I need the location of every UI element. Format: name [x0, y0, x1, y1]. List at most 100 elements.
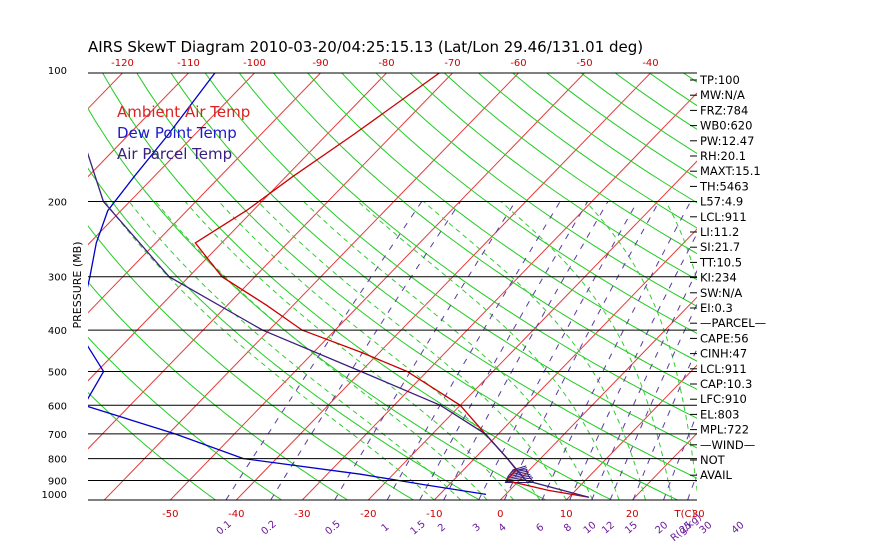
top-temp-tick: -40	[642, 58, 658, 69]
mixing-ratio-tick: 1.5	[409, 519, 428, 538]
bottom-temp-tick: -20	[360, 509, 376, 520]
dry-adiabat	[88, 167, 480, 500]
mixing-ratio-tick: 1	[380, 522, 392, 535]
index-item: FRZ:784	[700, 103, 748, 117]
chart-title: AIRS SkewT Diagram 2010-03-20/04:25:15.1…	[88, 38, 643, 56]
isotherm-line	[499, 296, 697, 500]
dry-adiabat	[307, 73, 697, 362]
bottom-temp-tick: 20	[626, 509, 639, 520]
mixing-ratio-tick: 0.1	[215, 519, 234, 538]
mixing-ratio-tick: 0.2	[259, 519, 278, 538]
pressure-tick-200: 200	[48, 198, 67, 209]
index-item: KI:234	[700, 271, 737, 285]
isotherm-line	[367, 160, 697, 500]
bottom-temp-tick: -40	[228, 509, 244, 520]
bottom-temp-tick: -10	[426, 509, 442, 520]
isotherm-line	[433, 228, 697, 500]
mixing-ratio-tick: 12	[600, 520, 617, 537]
top-temp-tick: -120	[111, 58, 134, 69]
index-item: EI:0.3	[700, 301, 733, 315]
top-temp-tick: -80	[378, 58, 394, 69]
mixing-ratio-line	[334, 201, 516, 500]
pressure-tick-400: 400	[48, 326, 67, 337]
legend: Ambient Air Temp Dew Point Temp Air Parc…	[117, 103, 250, 163]
mixing-ratio-line	[632, 347, 697, 500]
moist-adiabat	[218, 201, 541, 500]
pressure-tick-700: 700	[48, 430, 67, 441]
mixing-ratio-line	[609, 303, 697, 500]
dry-adiabat	[238, 73, 697, 419]
y-axis-label: PRESSURE (MB)	[71, 242, 84, 329]
index-item: L57:4.9	[700, 195, 743, 209]
isotherm-line	[235, 73, 651, 500]
mixing-ratio-line	[386, 201, 561, 500]
pressure-tick-600: 600	[48, 401, 67, 412]
isotherm-line	[88, 73, 321, 314]
dry-adiabat	[375, 73, 697, 307]
moist-adiabat	[104, 201, 435, 500]
moist-adiabat	[357, 201, 620, 500]
dry-adiabat	[102, 73, 612, 500]
bottom-temp-tick: -30	[294, 509, 310, 520]
index-item: CAP:10.3	[700, 377, 752, 391]
dry-adiabat	[170, 73, 697, 479]
dry-adiabat	[88, 107, 546, 500]
legend-entry-parcel: Air Parcel Temp	[117, 145, 232, 163]
index-item: TP:100	[699, 73, 740, 87]
isotherm-line	[88, 73, 387, 382]
top-temp-tick: -70	[444, 58, 460, 69]
index-item: PW:12.47	[700, 134, 754, 148]
bottom-temp-tick: 30	[692, 509, 705, 520]
dry-adiabat	[88, 281, 348, 500]
top-temp-tick: -50	[576, 58, 592, 69]
cape-hatch-line	[506, 475, 532, 481]
dry-adiabat	[88, 336, 282, 500]
legend-entry-ambient: Ambient Air Temp	[117, 103, 250, 121]
pressure-tick-100: 100	[48, 66, 67, 77]
cape-hatch-line	[507, 472, 530, 478]
index-item: AVAIL	[700, 468, 733, 482]
index-item: MW:N/A	[700, 88, 745, 102]
index-item: —WIND—	[700, 438, 755, 452]
pressure-tick-300: 300	[48, 273, 67, 284]
dry-adiabat	[443, 73, 697, 255]
index-item: TH:5463	[699, 179, 749, 193]
mixing-ratio-line	[541, 201, 692, 500]
moist-adiabat	[585, 201, 697, 494]
moist-adiabat	[155, 201, 488, 500]
top-temp-tick: -90	[312, 58, 328, 69]
mixing-ratio-tick: 4	[497, 522, 509, 535]
index-item: RH:20.1	[700, 149, 746, 163]
index-item: LCL:911	[700, 210, 747, 224]
dry-adiabat	[854, 73, 870, 500]
index-item: WB0:620	[700, 119, 752, 133]
mixing-ratio-tick: 6	[534, 522, 546, 535]
ambient-air-temp-line	[194, 73, 589, 498]
index-item: MPL:722	[700, 423, 749, 437]
dry-adiabat	[649, 73, 697, 107]
index-item: —PARCEL—	[700, 316, 766, 330]
bottom-temp-tick: 0	[497, 509, 503, 520]
isotherm-line	[764, 73, 870, 500]
mixing-ratio-tick: 0.5	[323, 519, 342, 538]
dry-adiabat	[409, 73, 697, 281]
cape-hatch-line	[511, 467, 527, 473]
cape-hatch-line	[507, 473, 531, 479]
top-temp-tick: -100	[243, 58, 266, 69]
isotherm-line	[565, 364, 697, 500]
mixing-ratio-line	[478, 201, 638, 500]
moist-adiabat	[500, 201, 673, 500]
mixing-ratio-tick: 8	[562, 522, 574, 535]
mixing-ratio-line	[225, 201, 423, 500]
bottom-temp-tick: -50	[162, 509, 178, 520]
dry-adiabat	[478, 73, 697, 229]
pressure-tick-500: 500	[48, 367, 67, 378]
legend-entry-dewpoint: Dew Point Temp	[117, 124, 237, 142]
isotherm-line	[88, 73, 255, 246]
mixing-ratio-tick: 20	[653, 520, 670, 537]
index-item: LCL:911	[700, 362, 747, 376]
dew-point-temp-line	[88, 73, 487, 496]
mixing-ratio-tick: 2	[436, 522, 448, 535]
dry-adiabat	[341, 73, 697, 335]
